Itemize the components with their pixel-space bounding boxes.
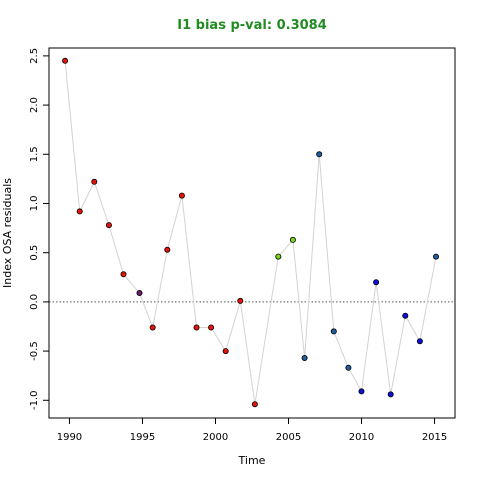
x-tick-label: 2015	[422, 432, 447, 443]
y-axis: 2.5 2.0 1.5 1.0 0.5 0.0 -0.5 -1.0	[29, 48, 49, 410]
data-point-3	[91, 178, 98, 185]
x-axis: 1990 1995 2000 2005 2010 2015	[57, 418, 447, 443]
data-point-13	[237, 297, 244, 304]
x-tick-label: 2005	[276, 432, 301, 443]
chart-title: I1 bias p-val: 0.3084	[177, 18, 327, 33]
x-axis-label: Time	[238, 454, 266, 467]
data-point-15	[275, 253, 282, 260]
data-point-18	[316, 151, 323, 158]
data-point-23	[387, 391, 394, 398]
data-point-19	[330, 328, 337, 335]
data-point-2	[76, 208, 83, 215]
data-point-7	[149, 324, 156, 331]
data-point-21	[358, 388, 365, 395]
x-tick-label: 2000	[203, 432, 228, 443]
y-tick-label: 2.5	[29, 48, 40, 64]
data-point-17	[301, 354, 308, 361]
data-point-9	[178, 192, 185, 199]
y-tick-label: 1.5	[29, 146, 40, 162]
y-tick-label: 1.0	[29, 196, 40, 212]
y-axis-label: Index OSA residuals	[1, 178, 14, 288]
x-tick-label: 1995	[130, 432, 155, 443]
data-point-22	[373, 279, 380, 286]
data-point-6	[136, 289, 143, 296]
x-tick-label: 2010	[349, 432, 374, 443]
data-point-4	[105, 222, 112, 229]
data-point-5	[120, 271, 127, 278]
data-point-25	[416, 338, 423, 345]
data-point-8	[164, 246, 171, 253]
data-point-24	[402, 312, 409, 319]
data-point-16	[289, 236, 296, 243]
data-point-20	[345, 364, 352, 371]
y-tick-label: 0.0	[29, 294, 40, 310]
series-line	[64, 60, 437, 405]
data-point-10	[193, 324, 200, 331]
data-point-26	[432, 253, 439, 260]
y-tick-label: 2.0	[29, 97, 40, 113]
y-tick-label: 0.5	[29, 245, 40, 261]
data-points	[62, 57, 439, 408]
data-point-11	[208, 324, 215, 331]
data-point-14	[251, 401, 258, 408]
y-tick-label: -1.0	[29, 391, 40, 411]
y-tick-label: -0.5	[29, 341, 40, 361]
data-point-12	[222, 348, 229, 355]
x-tick-label: 1990	[57, 432, 82, 443]
plot-area	[48, 47, 456, 419]
plot-frame	[48, 47, 456, 419]
data-point-1	[62, 57, 69, 64]
